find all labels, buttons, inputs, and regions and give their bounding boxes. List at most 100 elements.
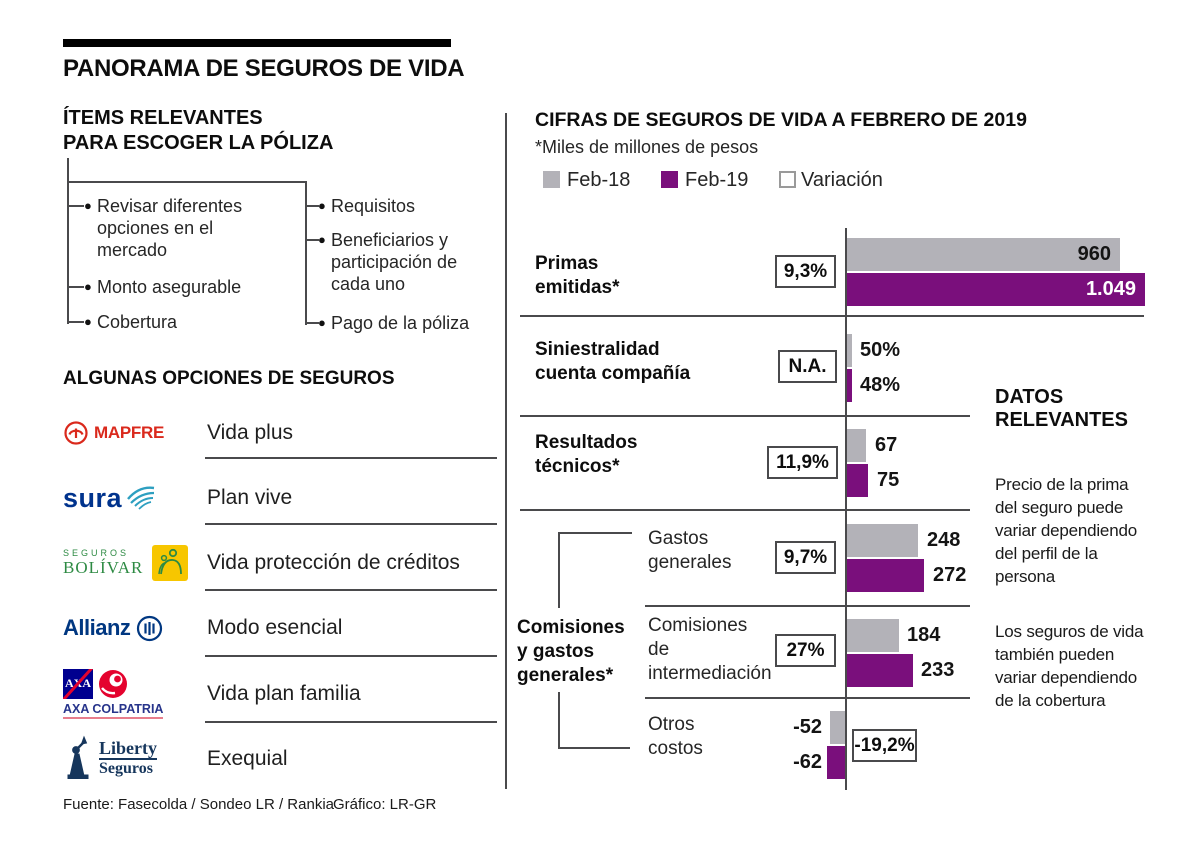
product-name: Vida plan familia	[207, 682, 361, 705]
list-item-label: Monto asegurable	[97, 277, 242, 297]
variation-box-siniestralidad: N.A.	[778, 350, 837, 383]
chart-subdivider	[645, 605, 970, 607]
allianz-logo: Allianz	[63, 614, 163, 642]
tree-tick	[305, 322, 319, 324]
allianz-wordmark: Allianz	[63, 615, 131, 640]
legend-label-feb18: Feb-18	[567, 169, 631, 191]
value-feb18-resultados: 67	[875, 434, 898, 456]
legend-label-feb19: Feb-19	[685, 169, 749, 191]
value-feb19-otros: -62	[793, 751, 822, 773]
bolivar-icon	[152, 545, 189, 581]
datos-paragraph-1: Precio de la prima del seguro puede vari…	[995, 475, 1137, 586]
row-label-gastos: Gastos generales	[648, 528, 732, 573]
bullet-icon: ●	[318, 232, 326, 247]
value-feb19-siniestralidad: 48%	[860, 374, 901, 396]
product-name: Plan vive	[207, 486, 293, 509]
value-feb18-intermediacion: 184	[907, 624, 941, 646]
list-item: ● Revisar diferentes opciones en el merc…	[84, 195, 284, 261]
colpatria-swirl-icon	[99, 669, 127, 698]
title-accent-bar	[63, 39, 451, 47]
list-item: ● Requisitos	[318, 195, 498, 217]
row-label-primas: Primas emitidas*	[535, 253, 620, 298]
liberty-line2: Seguros	[99, 759, 153, 777]
bar-feb19-gastos	[847, 559, 924, 592]
sura-wing-icon	[127, 486, 155, 510]
row-divider	[205, 523, 497, 525]
mapfre-wordmark: MAPFRE	[94, 423, 164, 442]
axa-colpatria-logo: AXA AXA COLPATRIA	[63, 667, 164, 719]
value-feb19-intermediacion: 233	[921, 659, 955, 681]
list-item: ● Cobertura	[84, 311, 304, 333]
liberty-statue-icon	[67, 735, 89, 779]
group-label-comisiones: Comisiones y gastos generales*	[517, 617, 625, 686]
variation-box-otros: -19,2%	[852, 729, 917, 762]
mapfre-logo: MAPFRE	[63, 419, 164, 447]
tree-tick	[67, 205, 84, 207]
list-item-label: Cobertura	[97, 312, 178, 332]
bolivar-wordmark-main: BOLÍVAR	[63, 558, 144, 577]
group-bracket-left-bottom	[558, 692, 560, 749]
bolivar-wordmark: SEGUROS BOLÍVAR	[63, 548, 143, 578]
product-name: Vida plus	[207, 421, 294, 444]
bar-feb19-primas: 1.049	[847, 273, 1145, 306]
list-item: ● Pago de la póliza	[318, 312, 508, 334]
tree-line-right	[305, 181, 307, 325]
legend-swatch-feb19	[661, 171, 678, 188]
chart-divider	[520, 315, 1144, 317]
list-item-label: Requisitos	[331, 196, 416, 216]
bar-feb18-intermediacion	[847, 619, 899, 652]
tree-line-left	[67, 158, 69, 324]
bullet-icon: ●	[84, 198, 92, 213]
legend-swatch-feb18	[543, 171, 560, 188]
items-heading: ÍTEMS RELEVANTES PARA ESCOGER LA PÓLIZA	[63, 107, 334, 154]
value-feb18-otros: -52	[793, 716, 822, 738]
tree-tick	[305, 239, 319, 241]
tree-tick	[67, 321, 84, 323]
sura-logo: sura	[63, 481, 156, 515]
legend-swatch-variacion	[779, 171, 796, 188]
chart-title: CIFRAS DE SEGUROS DE VIDA A FEBRERO DE 2…	[535, 109, 1027, 131]
list-item-label: Beneficiarios y participación de cada un…	[331, 230, 458, 294]
datos-heading: DATOS RELEVANTES	[995, 386, 1128, 431]
sura-wordmark: sura	[63, 482, 123, 513]
product-name: Modo esencial	[207, 616, 343, 639]
options-heading: ALGUNAS OPCIONES DE SEGUROS	[63, 368, 395, 389]
value-feb18-gastos: 248	[927, 529, 961, 551]
row-divider	[205, 655, 497, 657]
value-feb19-resultados: 75	[877, 469, 900, 491]
row-label-siniestralidad: Siniestralidad cuenta compañía	[535, 339, 691, 384]
group-bracket-top	[558, 532, 632, 534]
row-divider	[205, 721, 497, 723]
bar-feb19-intermediacion	[847, 654, 913, 687]
bar-feb19-otros	[827, 746, 845, 779]
tree-tick	[67, 286, 84, 288]
bar-feb18-primas: 960	[847, 238, 1120, 271]
chart-divider	[520, 509, 970, 511]
graphic-credit: Gráfico: LR-GR	[333, 796, 437, 813]
liberty-line1: Liberty	[99, 737, 157, 760]
list-item-label: Revisar diferentes opciones en el mercad…	[97, 196, 243, 260]
row-divider	[205, 589, 497, 591]
bar-feb18-otros	[830, 711, 845, 744]
chart-subdivider	[645, 697, 970, 699]
variation-box-intermediacion: 27%	[775, 634, 836, 667]
bolivar-wordmark-top: SEGUROS	[63, 548, 130, 558]
page-title: PANORAMA DE SEGUROS DE VIDA	[63, 55, 465, 82]
chart-divider	[520, 415, 970, 417]
section-separator	[505, 113, 507, 789]
bar-feb19-siniestralidad	[847, 369, 852, 402]
liberty-wordmark: Liberty Seguros	[99, 737, 157, 778]
bullet-icon: ●	[318, 315, 326, 330]
mapfre-icon	[64, 421, 88, 445]
row-divider	[205, 457, 497, 459]
axa-colpatria-wordmark: AXA COLPATRIA	[63, 702, 164, 719]
bar-feb19-resultados	[847, 464, 868, 497]
group-bracket-bottom	[558, 747, 630, 749]
list-item-label: Pago de la póliza	[331, 313, 470, 333]
group-bracket-left-top	[558, 532, 560, 608]
row-label-intermediacion: Comisiones de intermediación	[648, 615, 772, 684]
chart-subtitle: *Miles de millones de pesos	[535, 137, 759, 157]
value-feb18-siniestralidad: 50%	[860, 339, 901, 361]
row-label-otros: Otros costos	[648, 714, 703, 759]
